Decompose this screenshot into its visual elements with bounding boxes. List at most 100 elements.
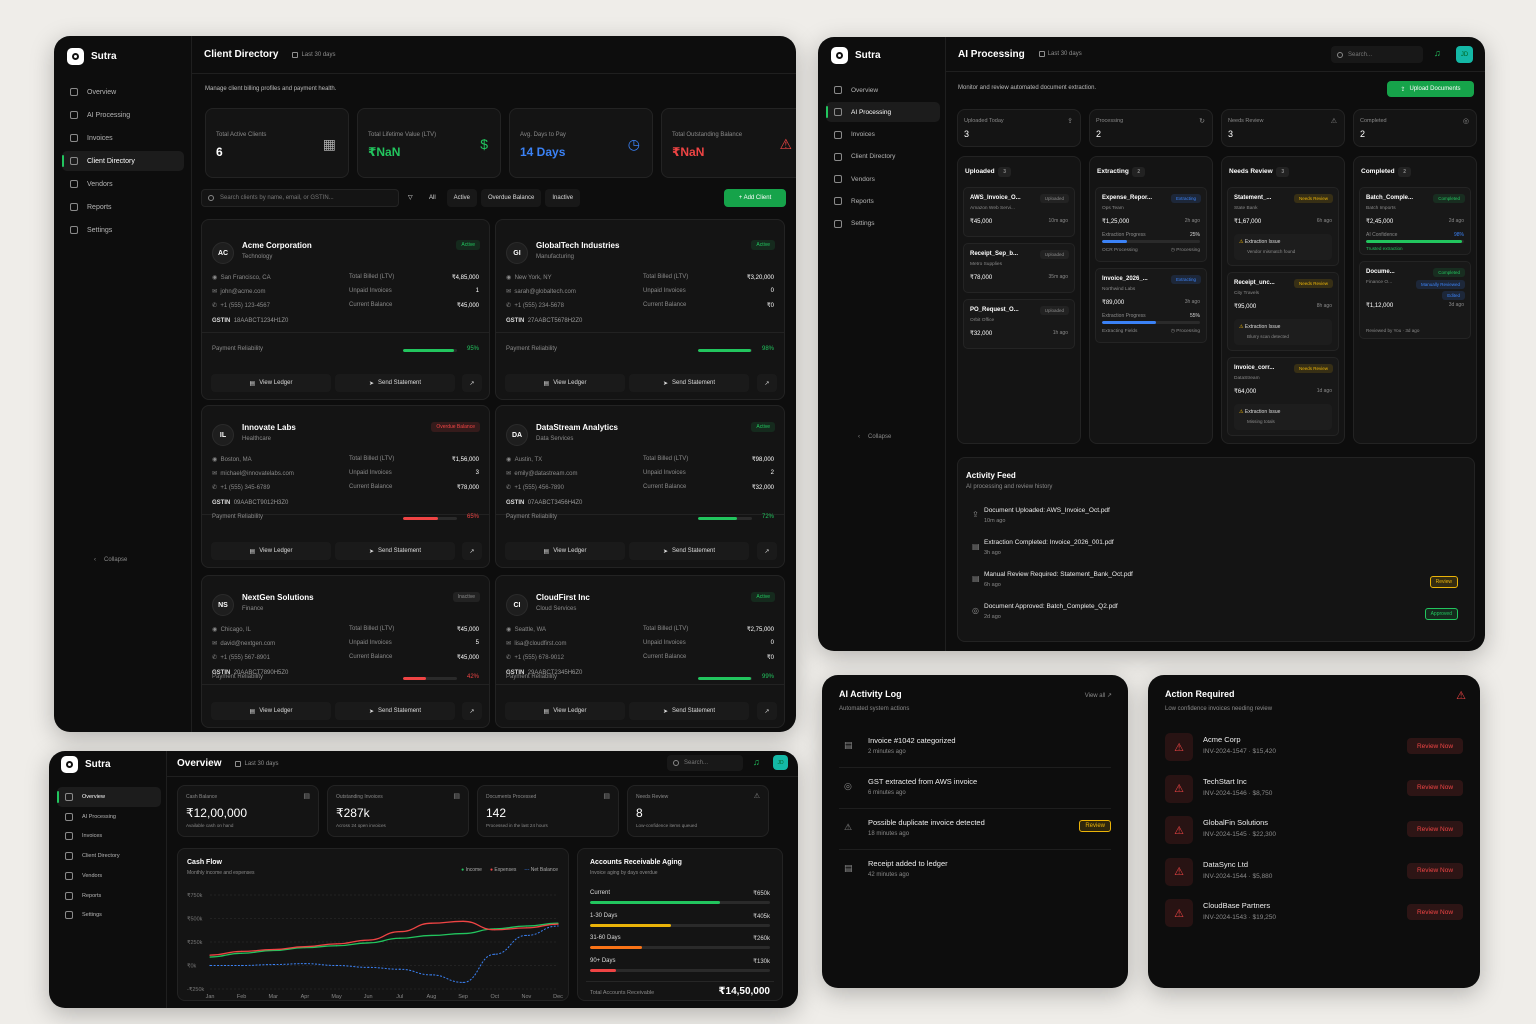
send-statement-button[interactable]: ➤ Send Statement [629,542,749,560]
log-title: AI Activity Log [839,689,902,699]
action-item[interactable]: ⚠ DataSync Ltd INV-2024-1544 · $5,880 Re… [1165,854,1463,892]
client-card[interactable]: CI CloudFirst Inc Cloud Services Active … [495,575,785,728]
aging-label: 90+ Days [590,957,616,964]
sidebar-item-overview[interactable]: Overview [826,80,940,100]
doc-card[interactable]: PO_Request_O... Uploaded Orbit Office ₹32… [963,299,1075,349]
sidebar-item-settings[interactable]: Settings [62,220,184,240]
sidebar-item-ai-processing[interactable]: AI Processing [62,105,184,125]
external-link-icon[interactable]: ↗ [757,702,777,720]
avatar[interactable]: JD [773,755,788,770]
review-now-button[interactable]: Review Now [1407,862,1463,879]
sidebar-item-overview[interactable]: Overview [57,787,161,807]
view-ledger-button[interactable]: ▤ View Ledger [505,702,625,720]
doc-card[interactable]: Receipt_Sep_b... Uploaded Metro Supplies… [963,243,1075,293]
view-ledger-button[interactable]: ▤ View Ledger [505,374,625,392]
sidebar-item-invoices[interactable]: Invoices [57,826,161,846]
sidebar-item-settings[interactable]: Settings [57,905,161,925]
sidebar-item-ai-processing[interactable]: AI Processing [57,807,161,827]
view-ledger-button[interactable]: ▤ View Ledger [211,702,331,720]
log-item[interactable]: ▤ Invoice #1042 categorized 2 minutes ag… [839,730,1111,768]
log-item[interactable]: ⚠ Possible duplicate invoice detected 18… [839,812,1111,850]
doc-card[interactable]: Invoice_2026_... Extracting Northwind La… [1095,268,1207,343]
sidebar-item-overview[interactable]: Overview [62,82,184,102]
filter-inactive[interactable]: Inactive [545,189,581,207]
client-card[interactable]: AC Acme Corporation Technology Active ◉ … [201,219,490,400]
external-link-icon[interactable]: ↗ [757,374,777,392]
log-badge[interactable]: Review [1079,820,1111,832]
sidebar-item-vendors[interactable]: Vendors [62,174,184,194]
review-now-button[interactable]: Review Now [1407,779,1463,796]
data-point [241,950,243,952]
collapse-button[interactable]: ‹ Collapse [858,434,891,440]
client-search-input[interactable]: Search clients by name, email, or GSTIN.… [201,189,399,207]
sidebar-item-reports[interactable]: Reports [57,886,161,906]
filter-overdue-balance[interactable]: Overdue Balance [481,189,542,207]
doc-card[interactable]: Statement_... Needs Review State Bank ₹1,… [1227,187,1339,266]
sidebar-item-ai-processing[interactable]: AI Processing [826,102,940,123]
feed-item[interactable]: ◎ Document Approved: Batch_Complete_Q2.p… [962,599,1470,629]
sidebar-item-settings[interactable]: Settings [826,214,940,234]
sidebar-item-invoices[interactable]: Invoices [826,125,940,145]
period[interactable]: Last 30 days [292,51,336,58]
client-card[interactable]: IL Innovate Labs Healthcare Overdue Bala… [201,405,490,568]
client-card[interactable]: NS NextGen Solutions Finance Inactive ◉ … [201,575,490,728]
sidebar-item-vendors[interactable]: Vendors [826,169,940,189]
filter-all[interactable]: All [429,195,436,201]
add-client-button[interactable]: + Add Client [724,189,786,207]
column-header: Extracting 2 [1097,167,1146,177]
action-item[interactable]: ⚠ TechStart Inc INV-2024-1546 · $8,750 R… [1165,771,1463,809]
doc-card[interactable]: Expense_Repor... Extracting Ops Team ₹1,2… [1095,187,1207,262]
external-link-icon[interactable]: ↗ [757,542,777,560]
feed-item[interactable]: ▤ Manual Review Required: Statement_Bank… [962,567,1470,597]
bell-icon[interactable]: ♫ [1434,48,1441,58]
feed-item[interactable]: ⇪ Document Uploaded: AWS_Invoice_Oct.pdf… [962,503,1470,533]
doc-card[interactable]: Batch_Comple... Completed Batch Imports ₹… [1359,187,1471,255]
log-item[interactable]: ◎ GST extracted from AWS invoice 6 minut… [839,771,1111,809]
review-now-button[interactable]: Review Now [1407,821,1463,837]
search-input[interactable]: Search... [1331,46,1423,63]
doc-card[interactable]: Docume... Completed Finance O... Manually… [1359,261,1471,339]
doc-card[interactable]: Receipt_unc... Needs Review City Travels… [1227,272,1339,351]
log-item[interactable]: ▤ Receipt added to ledger 42 minutes ago [839,853,1111,891]
action-item[interactable]: ⚠ CloudBase Partners INV-2024-1543 · $19… [1165,895,1463,933]
client-card[interactable]: DA DataStream Analytics Data Services Ac… [495,405,785,568]
sidebar-item-client-directory[interactable]: Client Directory [57,846,161,866]
sidebar-item-vendors[interactable]: Vendors [57,866,161,886]
avatar[interactable]: JD [1456,46,1473,63]
review-now-button[interactable]: Review Now [1407,738,1463,754]
send-statement-button[interactable]: ➤ Send Statement [629,702,749,720]
period[interactable]: Last 30 days [1038,51,1082,57]
client-card[interactable]: GI GlobalTech Industries Manufacturing A… [495,219,785,400]
doc-card[interactable]: Invoice_corr... Needs Review DataStream ₹… [1227,357,1339,436]
search-input[interactable]: Search... [667,755,743,771]
collapse-button[interactable]: ‹ Collapse [94,557,127,563]
bell-icon[interactable]: ♫ [753,757,760,767]
send-statement-button[interactable]: ➤ Send Statement [335,374,455,392]
sidebar-item-reports[interactable]: Reports [62,197,184,217]
view-ledger-button[interactable]: ▤ View Ledger [505,542,625,560]
external-link-icon[interactable]: ↗ [462,542,482,560]
view-all-link[interactable]: View all ↗ [1085,692,1112,699]
feed-item[interactable]: ▤ Extraction Completed: Invoice_2026_001… [962,535,1470,565]
data-point [304,963,306,965]
filter-active[interactable]: Active [446,189,478,207]
send-statement-button[interactable]: ➤ Send Statement [335,702,455,720]
upload-documents-button[interactable]: ⇪ Upload Documents [1387,81,1474,97]
reliability-bar [403,349,457,352]
action-item[interactable]: ⚠ GlobalFin Solutions INV-2024-1545 · $2… [1165,812,1463,850]
sidebar-item-client-directory[interactable]: Client Directory [826,147,940,167]
sidebar-item-reports[interactable]: Reports [826,191,940,211]
send-statement-button[interactable]: ➤ Send Statement [629,374,749,392]
external-link-icon[interactable]: ↗ [462,702,482,720]
action-item[interactable]: ⚠ Acme Corp INV-2024-1547 · $15,420 Revi… [1165,729,1463,767]
doc-card[interactable]: AWS_Invoice_O... Uploaded Amazon Web Ser… [963,187,1075,237]
period[interactable]: Last 30 days [235,760,279,767]
sidebar-item-invoices[interactable]: Invoices [62,128,184,148]
filter-icon[interactable]: ▽ [408,195,413,201]
view-ledger-button[interactable]: ▤ View Ledger [211,542,331,560]
view-ledger-button[interactable]: ▤ View Ledger [211,374,331,392]
sidebar-item-client-directory[interactable]: Client Directory [62,151,184,171]
send-statement-button[interactable]: ➤ Send Statement [335,542,455,560]
review-now-button[interactable]: Review Now [1407,904,1463,920]
external-link-icon[interactable]: ↗ [462,374,482,392]
